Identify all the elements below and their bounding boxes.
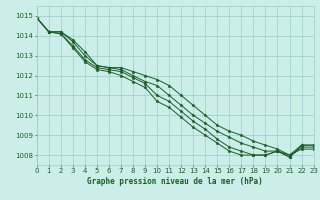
- X-axis label: Graphe pression niveau de la mer (hPa): Graphe pression niveau de la mer (hPa): [87, 177, 263, 186]
